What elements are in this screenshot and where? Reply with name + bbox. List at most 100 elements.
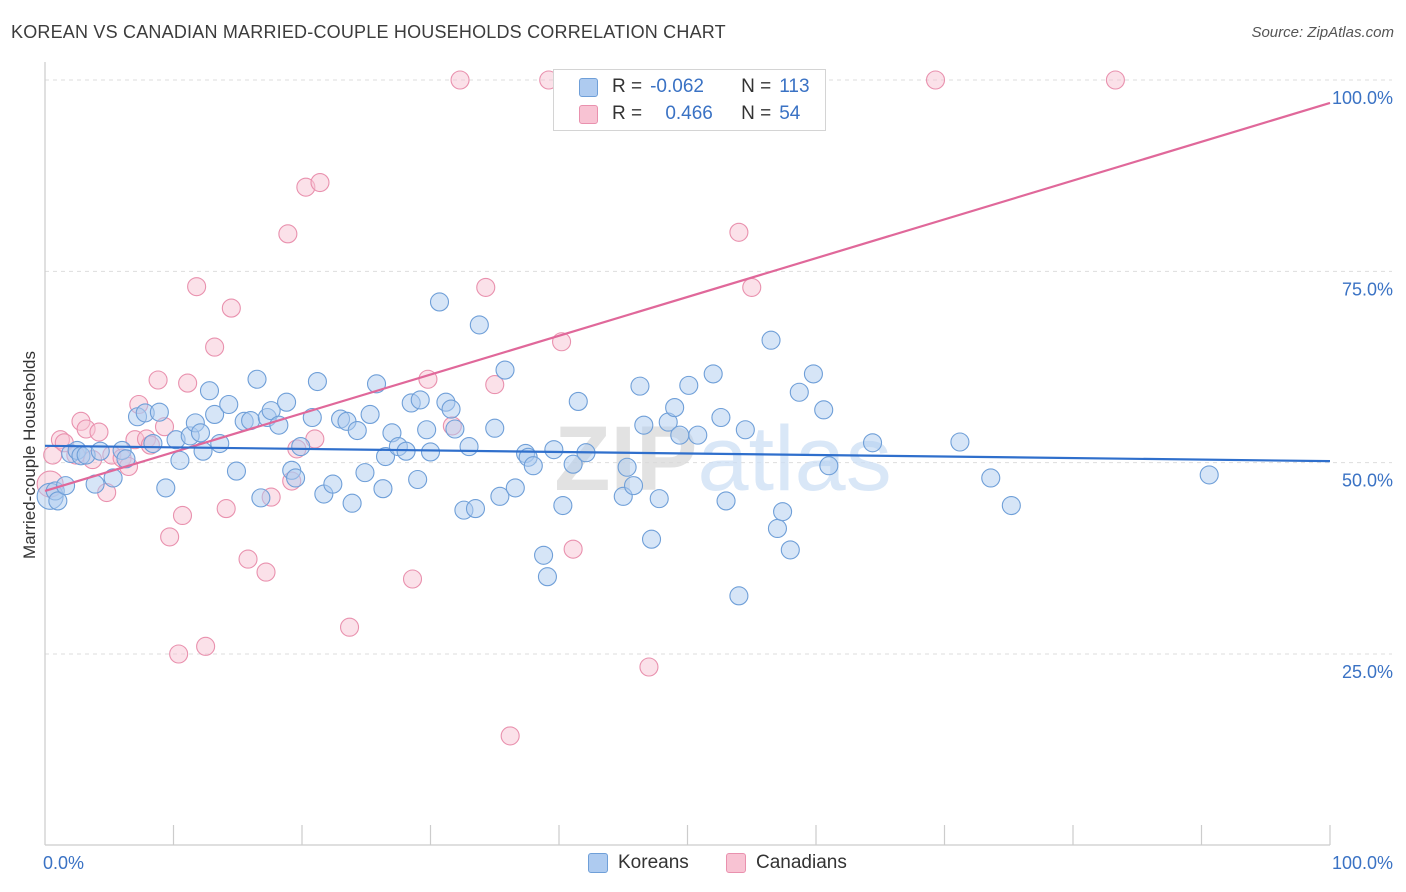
korean-point: [190, 423, 211, 443]
y-tick-label: 50.0%: [1342, 471, 1393, 491]
korean-point: [703, 364, 723, 384]
korean-point: [408, 469, 428, 490]
legend-n-value: 54: [779, 103, 801, 124]
korean-point: [219, 394, 239, 415]
korean-point: [505, 478, 525, 498]
koreans-trend-line: [44, 444, 1331, 463]
canadian-point: [476, 277, 496, 297]
legend-n-label: N =: [741, 103, 772, 124]
legend-r-label: R =: [612, 103, 643, 124]
korean-point: [789, 382, 809, 402]
x-tick-label: 0.0%: [43, 853, 84, 873]
trend-lines: [44, 101, 1331, 493]
korean-point: [156, 478, 176, 498]
korean-point: [445, 419, 465, 439]
korean-point: [780, 540, 800, 560]
korean-point: [665, 398, 685, 418]
canadian-point: [89, 422, 109, 442]
korean-point: [729, 586, 749, 606]
korean-point: [441, 399, 461, 419]
korean-point: [495, 360, 515, 380]
korean-point: [247, 369, 267, 389]
korean-point: [286, 468, 306, 488]
canadian-point: [205, 337, 225, 357]
korean-point: [302, 407, 322, 428]
canadian-point: [485, 375, 505, 395]
canadian-point: [169, 644, 189, 664]
korean-point: [429, 292, 450, 312]
korean-point: [814, 400, 834, 420]
koreans-legend-label: Koreans: [618, 852, 689, 873]
canadian-point: [238, 549, 258, 569]
canadian-point: [187, 277, 207, 297]
korean-point: [1199, 465, 1219, 485]
canadians-legend-label: Canadians: [756, 852, 847, 873]
korean-point: [670, 425, 690, 445]
korean-point: [48, 491, 68, 511]
korean-point: [819, 456, 839, 476]
korean-point: [534, 545, 554, 565]
korean-point: [373, 479, 393, 499]
canadians-swatch: [579, 104, 598, 124]
canadian-point: [500, 726, 520, 746]
canadians-trend-line: [44, 101, 1331, 493]
korean-point: [767, 518, 788, 539]
canadian-point: [310, 173, 330, 193]
canadian-point: [402, 569, 423, 589]
korean-point: [679, 375, 699, 395]
korean-point: [803, 364, 823, 384]
korean-point: [226, 461, 247, 481]
canadian-point: [216, 499, 236, 519]
y-tick-label: 75.0%: [1342, 279, 1393, 299]
korean-point: [465, 499, 486, 519]
korean-point: [735, 420, 755, 440]
chart-title: KOREAN VS CANADIAN MARRIED-COUPLE HOUSEH…: [11, 22, 726, 42]
canadians-points: [36, 70, 1125, 746]
korean-point: [199, 381, 220, 401]
korean-point: [1001, 495, 1021, 516]
korean-point: [537, 567, 557, 587]
korean-point: [981, 468, 1001, 488]
korean-point: [90, 441, 110, 461]
korean-point: [251, 488, 271, 508]
korean-point: [634, 415, 654, 435]
bottom-legend-koreans: Koreans: [588, 852, 689, 874]
korean-point: [342, 493, 362, 513]
korean-point: [420, 442, 441, 462]
korean-point: [355, 463, 375, 483]
korean-point: [716, 491, 736, 511]
legend-r-value: 0.466: [665, 103, 713, 124]
canadian-point: [450, 70, 470, 90]
korean-point: [630, 376, 650, 396]
korean-point: [544, 440, 564, 460]
korean-point: [323, 474, 343, 494]
korean-point: [862, 433, 883, 453]
koreans-legend-swatch: [588, 853, 608, 873]
koreans-swatch: [579, 77, 598, 97]
canadian-point: [742, 277, 762, 297]
korean-point: [366, 374, 387, 394]
korean-point: [711, 407, 731, 428]
canadian-point: [729, 222, 749, 242]
korean-point: [623, 476, 644, 496]
korean-point: [417, 420, 437, 440]
bottom-legend-canadians: Canadians: [726, 852, 847, 874]
korean-point: [641, 529, 662, 549]
korean-point: [485, 418, 505, 438]
korean-point: [103, 468, 123, 488]
y-axis-label: Married-couple Households: [20, 351, 39, 559]
y-tick-label: 100.0%: [1332, 88, 1393, 108]
korean-point: [568, 391, 588, 411]
canadians-legend-swatch: [726, 853, 746, 873]
canadian-point: [160, 527, 180, 547]
korean-point: [459, 437, 479, 457]
legend-n-label: N =: [741, 76, 772, 97]
korean-point: [277, 392, 297, 412]
korean-point: [553, 495, 573, 516]
korean-point: [291, 437, 311, 457]
korean-point: [375, 446, 396, 467]
tick-labels: 25.0% 50.0% 75.0% 100.0% 0.0% 100.0%: [43, 88, 1393, 873]
korean-point: [360, 404, 380, 425]
source-label: Source: ZipAtlas.com: [1251, 24, 1394, 41]
